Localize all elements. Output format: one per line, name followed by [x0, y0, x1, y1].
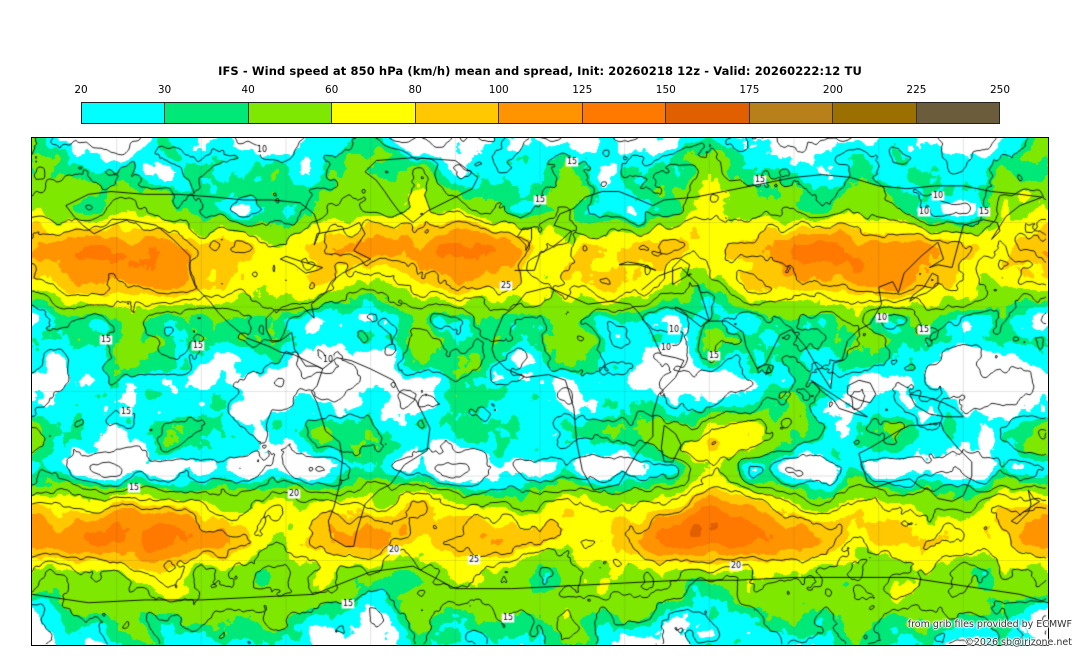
- colorbar-tick-label: 200: [822, 84, 843, 96]
- colorbar-tick-label: 20: [74, 84, 88, 96]
- colorbar-segment: [666, 103, 750, 123]
- colorbar-tick-labels: 20 30 40 60 80 100 125 150 175 200 225 250: [74, 84, 1010, 100]
- colorbar-tick-label: 175: [739, 84, 760, 96]
- colorbar-segment: [415, 103, 500, 123]
- colorbar-segment: [916, 103, 999, 123]
- colorbar-tick-label: 30: [157, 84, 172, 96]
- colorbar-tick-label: 150: [655, 84, 676, 96]
- colorbar-tick-label: 60: [324, 84, 339, 96]
- colorbar-segment: [833, 103, 917, 123]
- colorbar-segment: [82, 103, 166, 123]
- colorbar-segment: [499, 103, 583, 123]
- colorbar-tick-label: 80: [408, 84, 422, 96]
- colorbar-tick-label: 250: [989, 84, 1011, 96]
- colorbar-tick-label: 100: [488, 84, 509, 96]
- colorbar-segment: [248, 103, 333, 123]
- page-title: IFS - Wind speed at 850 hPa (km/h) mean …: [218, 64, 862, 78]
- colorbar-tick-label: 40: [241, 84, 255, 96]
- colorbar-tick-label: 125: [572, 84, 593, 96]
- colorbar-segment: [332, 103, 416, 123]
- colorbar-tick-label: 225: [906, 84, 927, 96]
- colorbar: 20 30 40 60 80 100 125 150 175 200 225 250: [74, 84, 1010, 124]
- colorbar-strip: [81, 102, 1000, 124]
- colorbar-segment: [165, 103, 249, 123]
- colorbar-segment: [582, 103, 667, 123]
- map-panel[interactable]: [31, 137, 1049, 646]
- colorbar-segment: [749, 103, 834, 123]
- wind-speed-map-canvas[interactable]: [32, 138, 1048, 645]
